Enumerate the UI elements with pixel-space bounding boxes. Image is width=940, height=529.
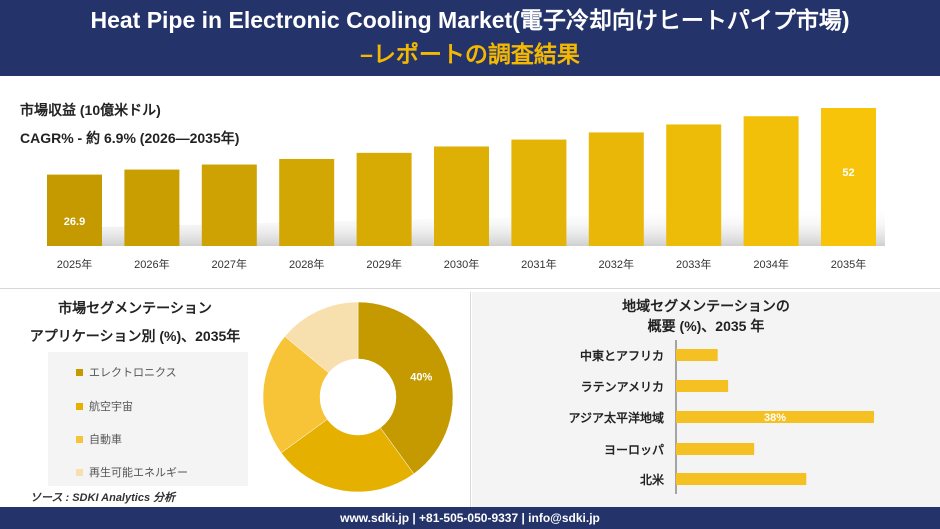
header-banner: Heat Pipe in Electronic Cooling Market(電… [0, 0, 940, 76]
revenue-bar [588, 132, 644, 246]
legend-item: 自動車 [76, 431, 122, 447]
region-segment-title: 地域セグメンテーションの [622, 298, 790, 314]
legend-swatch [76, 435, 83, 443]
legend-item: エレクトロニクス [76, 364, 177, 380]
source-note: ソース : SDKI Analytics 分析 [30, 492, 176, 504]
legend-label: エレクトロニクス [89, 367, 177, 379]
region-segment-subtitle: 概要 (%)、2035 年 [647, 318, 765, 334]
legend-swatch [76, 468, 83, 476]
revenue-bar [821, 108, 876, 246]
application-segment-title: 市場セグメンテーション [58, 300, 212, 316]
application-segment-subtitle: アプリケーション別 (%)、2035年 [29, 328, 241, 344]
application-donut-chart: 40% [262, 301, 454, 493]
x-tick-label: 2030年 [444, 257, 479, 271]
vertical-divider [470, 292, 471, 507]
legend-swatch [76, 402, 83, 410]
revenue-label: 市場収益 (10億米ドル) [20, 102, 161, 118]
data-label: 26.9 [64, 216, 85, 228]
pie-slice [280, 418, 415, 493]
revenue-bar [47, 174, 102, 246]
legend-label: 航空宇宙 [89, 401, 133, 413]
legend-label: 再生可能エネルギー [89, 467, 188, 479]
pie-slice [262, 336, 330, 454]
pie-slice [357, 301, 454, 475]
footer-contact: www.sdki.jp | +81-505-050-9337 | info@sd… [0, 507, 940, 529]
region-bar [676, 443, 755, 455]
x-tick-label: 2026年 [134, 257, 169, 271]
pie-data-label: 40% [410, 371, 432, 383]
data-label: 38% [764, 412, 786, 424]
x-tick-label: 2034年 [753, 257, 788, 271]
revenue-bar [511, 139, 567, 246]
region-bar [676, 349, 718, 361]
y-tick-label: 北米 [640, 472, 665, 487]
revenue-bar [124, 169, 180, 246]
region-bar [676, 411, 874, 423]
pie-legend: エレクトロニクス 航空宇宙 自動車 再生可能エネルギー [48, 352, 248, 486]
revenue-bar [279, 158, 335, 246]
x-tick-label: 2029年 [366, 257, 401, 271]
x-tick-label: 2031年 [521, 257, 556, 271]
y-tick-label: ヨーロッパ [604, 443, 664, 457]
report-subtitle: –レポートの調査結果 [360, 41, 580, 67]
region-bar [676, 380, 729, 392]
legend-item: 再生可能エネルギー [76, 464, 188, 480]
y-tick-label: ラテンアメリカ [581, 380, 664, 394]
x-tick-label: 2027年 [212, 257, 247, 271]
x-tick-label: 2032年 [599, 257, 634, 271]
x-tick-label: 2033年 [676, 257, 711, 271]
revenue-bar-chart: 2025年 26.9 2026年 2027年 2028年 2029年 2030年 2031年 2… [47, 108, 885, 271]
legend-swatch [76, 368, 83, 376]
horizontal-divider [0, 288, 940, 289]
region-bar [676, 473, 807, 485]
x-tick-label: 2025年 [57, 257, 92, 271]
revenue-bar [356, 152, 412, 246]
revenue-bar [201, 164, 257, 246]
y-tick-label: アジア太平洋地域 [568, 410, 664, 425]
data-label: 52 [842, 167, 854, 179]
pie-slice [284, 301, 359, 374]
revenue-bar [666, 124, 722, 246]
cagr-label: CAGR% - 約 6.9% (2026—2035年) [20, 130, 240, 146]
legend-item: 航空宇宙 [76, 398, 133, 414]
revenue-bar [434, 146, 489, 246]
y-tick-label: 中東とアフリカ [580, 348, 664, 363]
x-tick-label: 2028年 [289, 257, 324, 271]
region-panel: 地域セグメンテーションの 概要 (%)、2035 年 中東とアフリカ ラテンアメリ… [472, 292, 940, 507]
revenue-bar [743, 116, 799, 246]
legend-label: 自動車 [89, 434, 122, 446]
x-tick-label: 2035年 [831, 257, 866, 271]
report-title: Heat Pipe in Electronic Cooling Market(電… [90, 7, 850, 33]
